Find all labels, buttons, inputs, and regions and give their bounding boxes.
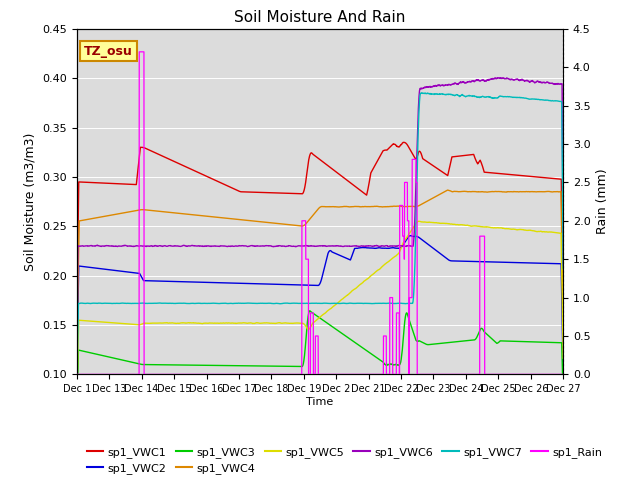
X-axis label: Time: Time [307, 397, 333, 407]
Legend: sp1_VWC1, sp1_VWC2, sp1_VWC3, sp1_VWC4, sp1_VWC5, sp1_VWC6, sp1_VWC7, sp1_Rain: sp1_VWC1, sp1_VWC2, sp1_VWC3, sp1_VWC4, … [83, 442, 607, 479]
Title: Soil Moisture And Rain: Soil Moisture And Rain [234, 10, 406, 25]
Y-axis label: Rain (mm): Rain (mm) [596, 169, 609, 234]
Y-axis label: Soil Moisture (m3/m3): Soil Moisture (m3/m3) [24, 132, 36, 271]
Text: TZ_osu: TZ_osu [84, 45, 133, 58]
